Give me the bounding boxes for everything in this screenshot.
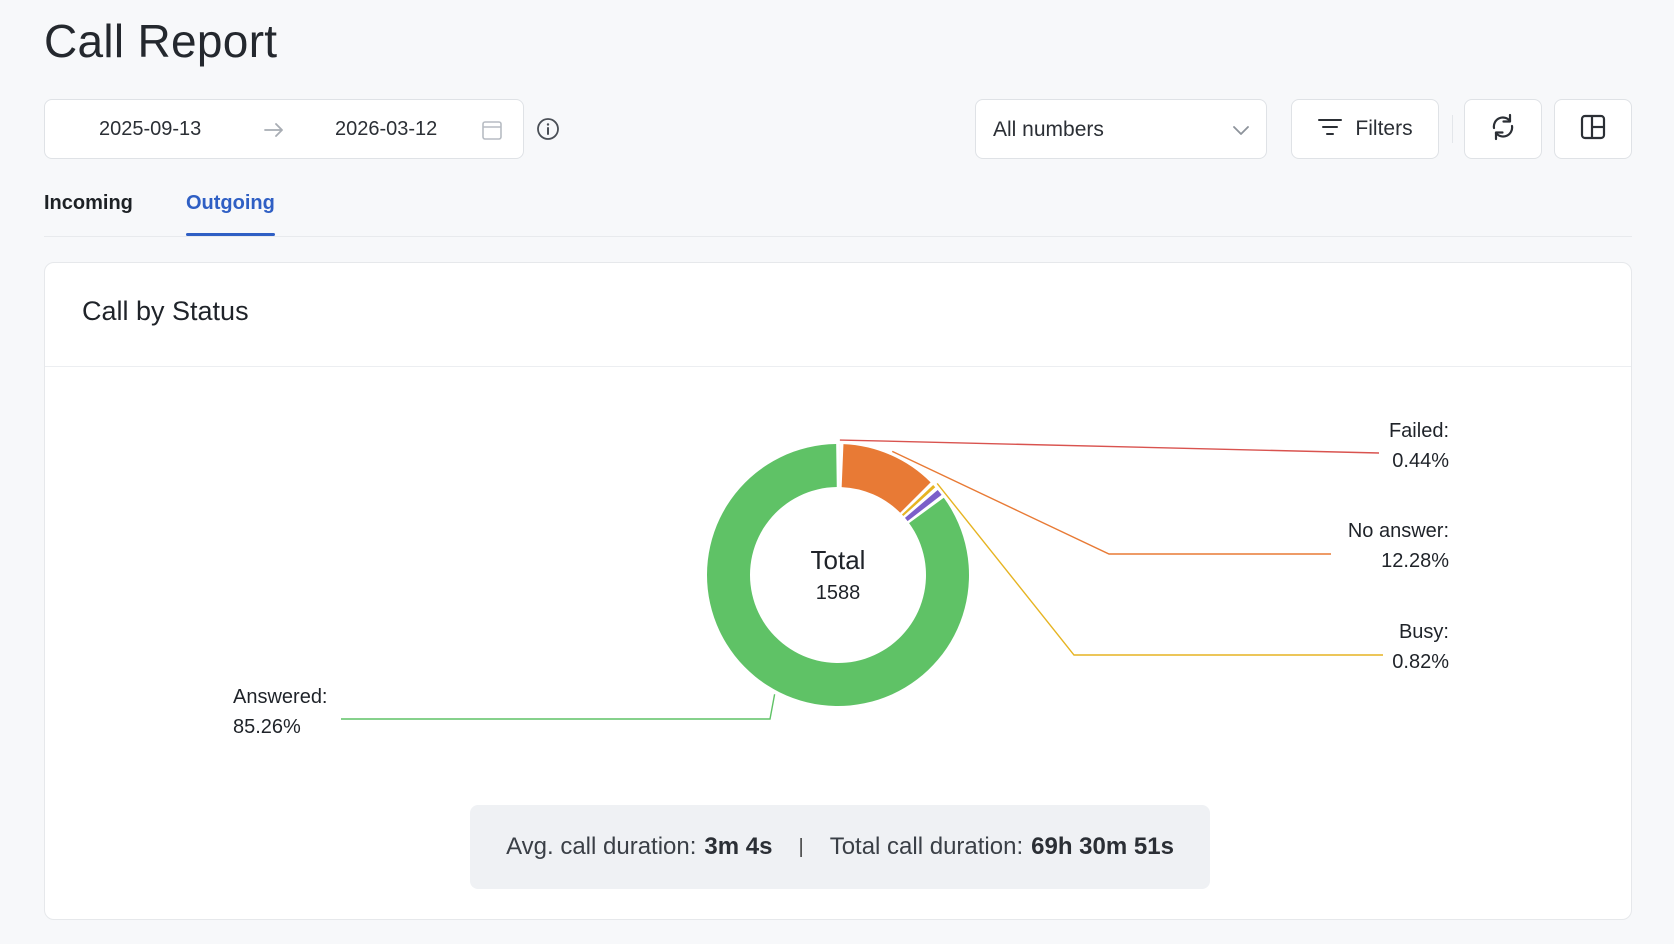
status-donut-chart: Failed: 0.44% No answer: 12.28% Busy: 0.82% An… xyxy=(233,420,1449,738)
slice-percent-busy: 0.82% xyxy=(1392,651,1449,673)
toolbar-divider xyxy=(1452,115,1453,143)
chevron-down-icon xyxy=(1232,123,1250,141)
tab-outgoing[interactable]: Outgoing xyxy=(186,192,275,214)
calendar-icon[interactable] xyxy=(481,119,503,146)
total-duration-value: 69h 30m 51s xyxy=(1031,833,1174,860)
slice-failed[interactable] xyxy=(839,444,840,488)
page-title: Call Report xyxy=(44,15,278,67)
summary-separator: | xyxy=(798,835,804,858)
refresh-icon xyxy=(1488,112,1518,147)
card-title: Call by Status xyxy=(82,296,249,326)
avg-duration-label: Avg. call duration: xyxy=(506,833,697,860)
info-icon[interactable] xyxy=(536,117,560,146)
slice-percent-no-answer: 12.28% xyxy=(1381,550,1449,572)
leader-line-no-answer xyxy=(891,450,1331,555)
date-range-picker[interactable]: 2025-09-13 2026-03-12 xyxy=(44,99,524,159)
slice-label-answered: Answered: xyxy=(233,686,328,708)
number-select[interactable]: All numbers xyxy=(975,99,1267,159)
arrow-right-icon xyxy=(263,120,285,145)
slice-label-no-answer: No answer: xyxy=(1348,520,1449,542)
number-select-value: All numbers xyxy=(993,118,1104,141)
date-end-input[interactable]: 2026-03-12 xyxy=(335,118,438,140)
filter-lines-icon xyxy=(1317,116,1343,143)
slice-label-failed: Failed: xyxy=(1389,420,1449,442)
slice-other[interactable] xyxy=(904,489,942,522)
slice-answered[interactable] xyxy=(707,444,969,707)
leader-line-failed xyxy=(839,439,1380,454)
layout-button[interactable] xyxy=(1554,99,1632,159)
slice-percent-failed: 0.44% xyxy=(1392,450,1449,472)
filters-label: Filters xyxy=(1355,117,1413,140)
date-start-input[interactable]: 2025-09-13 xyxy=(99,118,202,140)
card-header: Call by Status xyxy=(45,263,1631,367)
refresh-button[interactable] xyxy=(1464,99,1542,159)
filters-button[interactable]: Filters xyxy=(1291,99,1439,159)
active-tab-indicator xyxy=(186,233,275,236)
layout-icon xyxy=(1579,113,1607,146)
report-tabs: Incoming Outgoing xyxy=(44,190,1632,237)
tab-incoming[interactable]: Incoming xyxy=(44,192,133,214)
slice-no-answer[interactable] xyxy=(841,444,931,513)
duration-summary: Avg. call duration: 3m 4s | Total call d… xyxy=(470,805,1210,889)
avg-duration-value: 3m 4s xyxy=(704,833,773,860)
slice-percent-answered: 85.26% xyxy=(233,716,301,738)
slice-label-busy: Busy: xyxy=(1399,621,1449,643)
total-duration-label: Total call duration: xyxy=(829,833,1024,860)
leader-line-busy xyxy=(936,482,1383,656)
call-by-status-card: Call by Status Failed: 0.44% No answer: 12.… xyxy=(44,262,1632,920)
slice-busy[interactable] xyxy=(901,484,936,517)
donut-center-value: 1588 xyxy=(816,582,861,604)
leader-line-answered xyxy=(341,694,776,720)
donut-center-label: Total xyxy=(811,545,866,575)
